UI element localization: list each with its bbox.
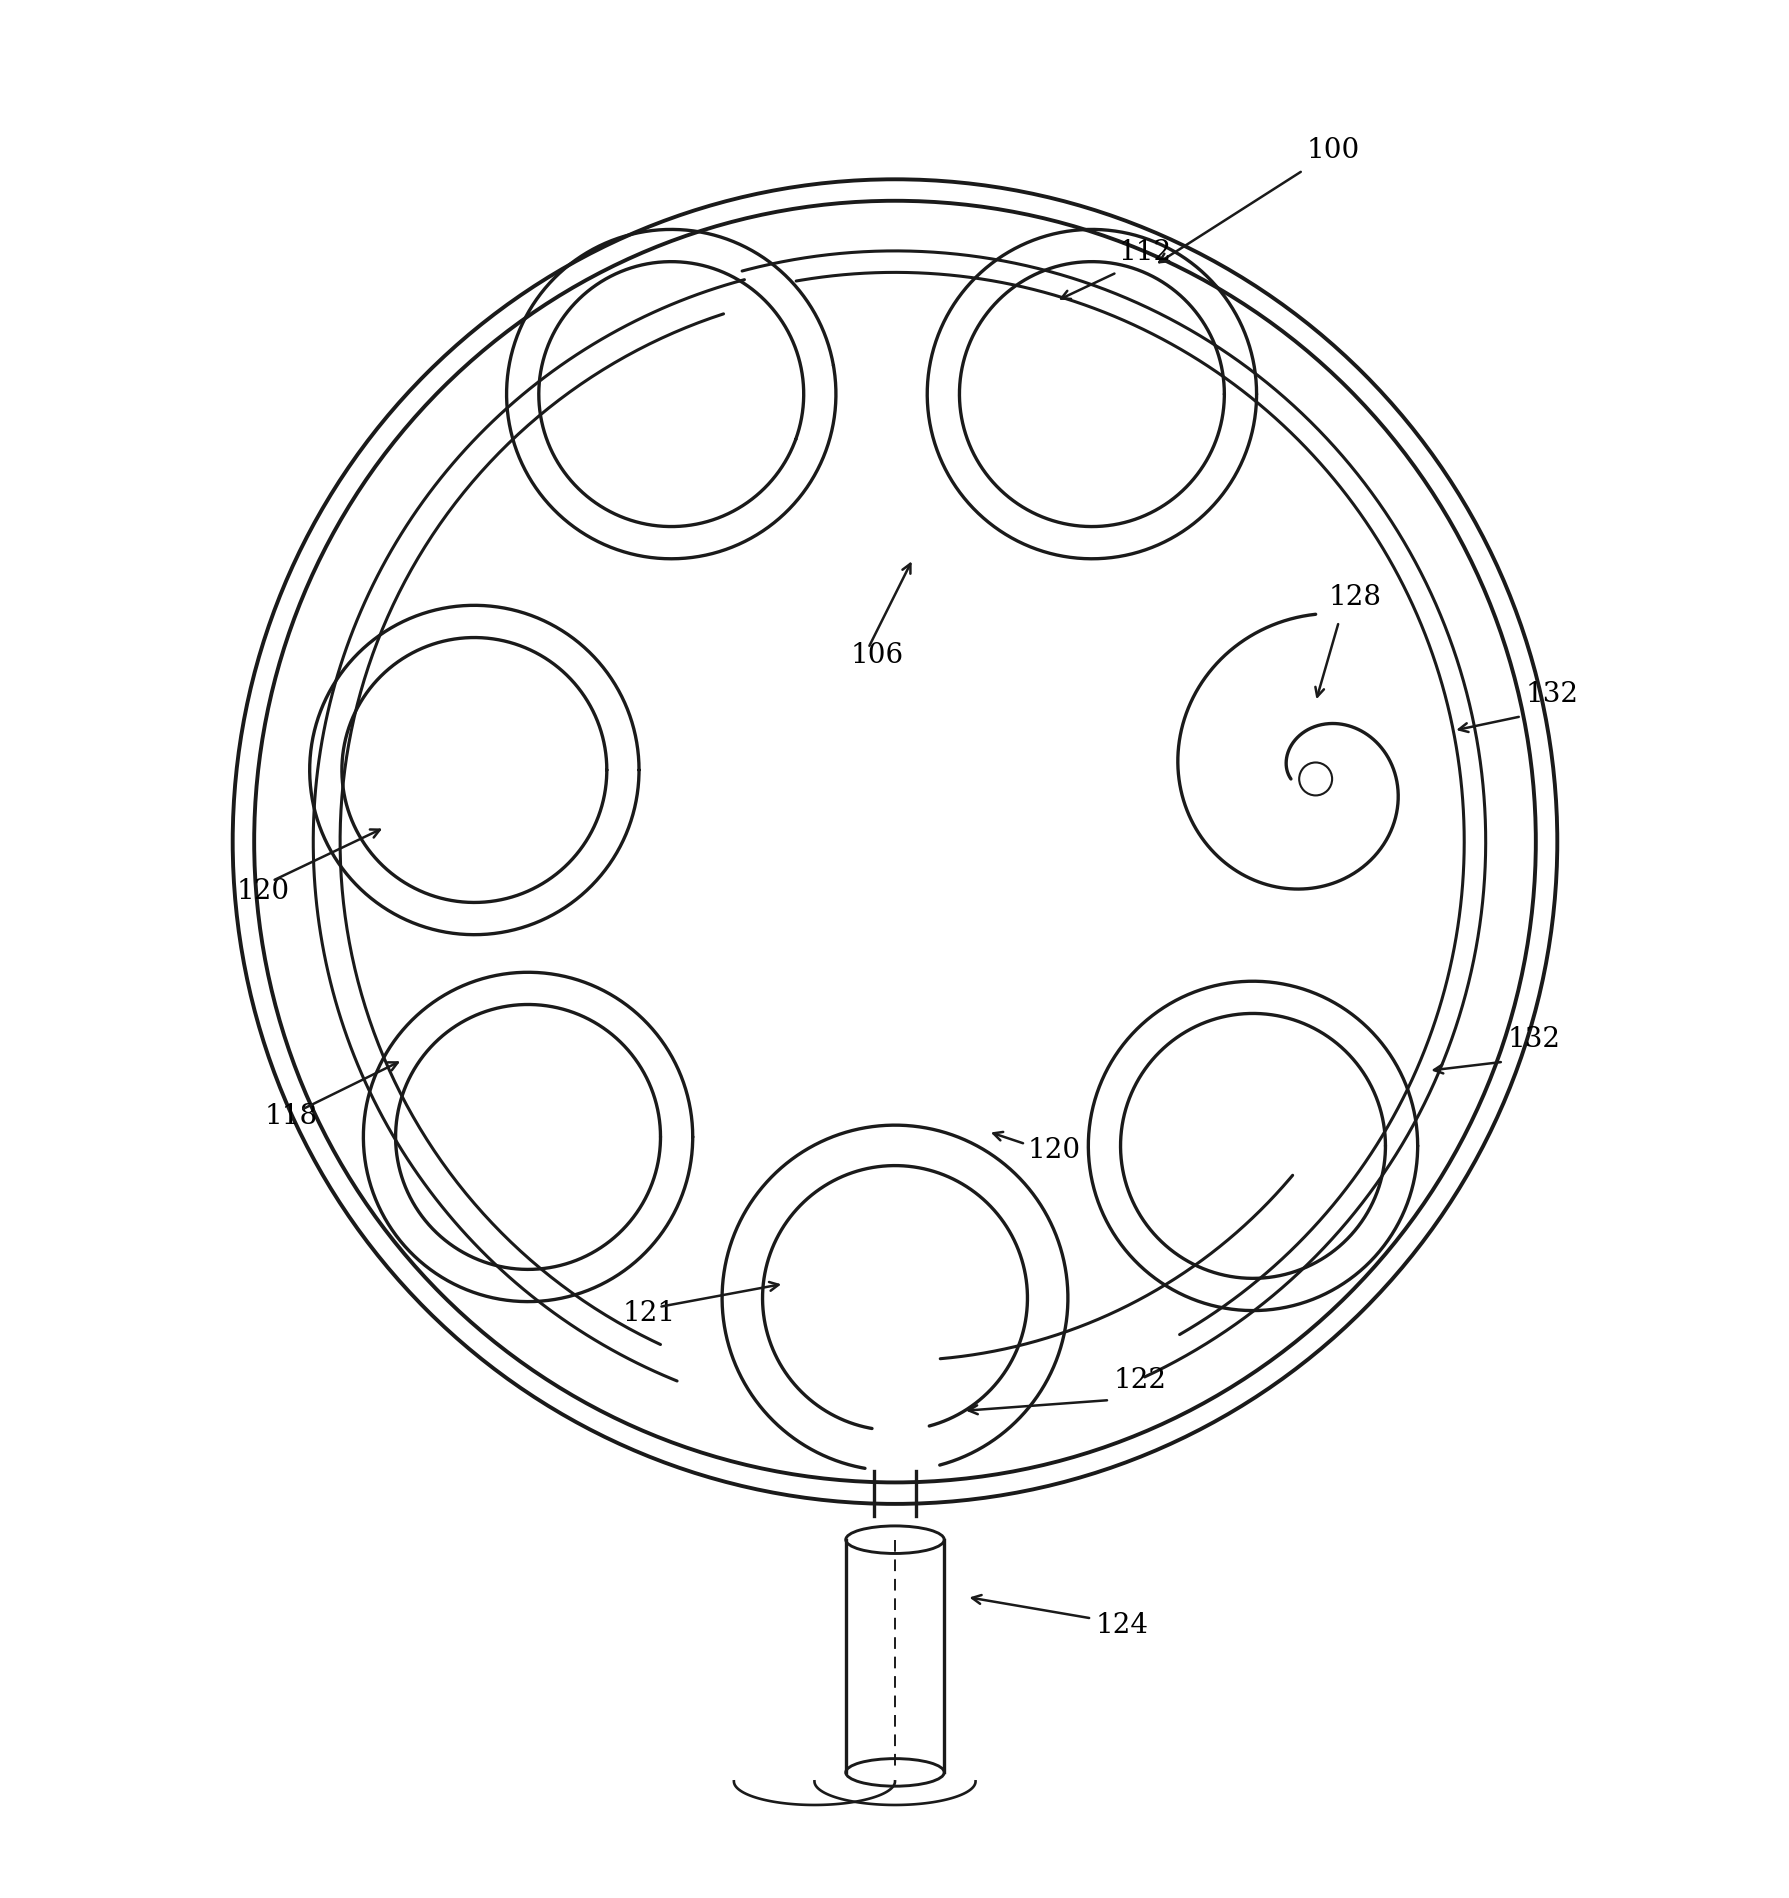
Text: 120: 120 xyxy=(1027,1137,1081,1165)
Text: 100: 100 xyxy=(1306,137,1360,163)
Text: 120: 120 xyxy=(236,879,290,905)
Text: 121: 121 xyxy=(623,1300,676,1327)
Text: 118: 118 xyxy=(265,1103,318,1131)
Text: 132: 132 xyxy=(1506,1027,1560,1053)
Text: 106: 106 xyxy=(850,642,903,668)
Text: 128: 128 xyxy=(1327,585,1381,611)
Text: 124: 124 xyxy=(1095,1611,1149,1638)
Text: 132: 132 xyxy=(1524,681,1578,708)
Text: 122: 122 xyxy=(1113,1367,1166,1393)
Text: 112: 112 xyxy=(1118,239,1172,266)
